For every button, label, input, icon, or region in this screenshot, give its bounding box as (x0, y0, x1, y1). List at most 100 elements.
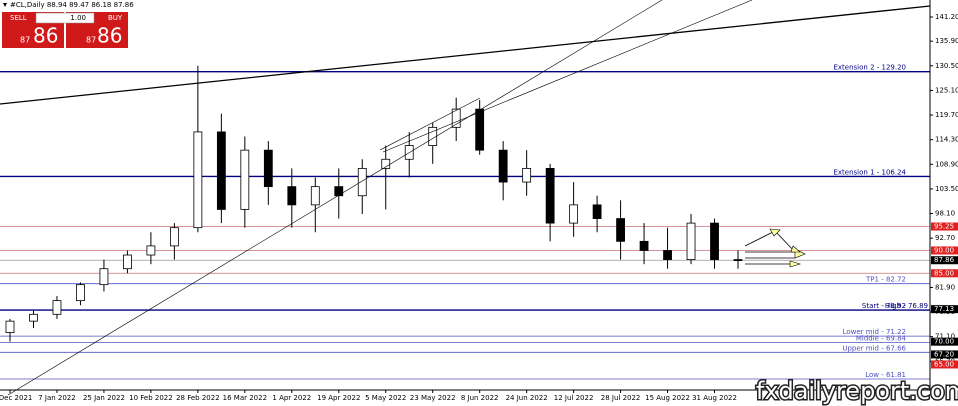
candle-body (545, 167, 555, 224)
candle-body (76, 284, 85, 302)
level-label: Extension 1 - 106.24 (833, 168, 906, 176)
channel-line (382, 0, 753, 153)
price-box (931, 350, 958, 359)
y-tick-label: 103.50 (935, 185, 958, 193)
y-tick-label: 71.10 (935, 333, 955, 341)
x-tick-label: 28 Jul 2022 (601, 394, 641, 402)
candle-body (569, 204, 579, 224)
candle-body (52, 300, 62, 315)
level-label: TP1 - 82.72 (865, 276, 906, 284)
x-tick-label: 31 Aug 2022 (692, 394, 737, 402)
candle-body (522, 167, 532, 183)
level-label: Start - 76.92 (862, 302, 906, 310)
symbol-line: #CL,Daily 88.94 89.47 86.18 87.86 (10, 1, 134, 9)
candle-body (5, 320, 15, 333)
y-tick-label: 98.10 (935, 210, 955, 218)
x-tick-label: 19 Apr 2022 (317, 394, 360, 402)
x-tick-label: 22 Dec 2021 (0, 394, 32, 402)
y-tick-label: 108.90 (935, 160, 958, 168)
candle-body (663, 250, 672, 260)
sell-price-small: 87 (20, 36, 30, 45)
price-box-label: 85.00 (934, 269, 954, 277)
sell-price-big: 86 (33, 24, 58, 48)
lot-value: 1.00 (70, 14, 86, 22)
candle-body (263, 149, 273, 188)
level-label: Middle - 69.84 (856, 334, 907, 342)
price-box-label: 65.00 (934, 360, 954, 368)
y-tick-label: 81.90 (935, 283, 955, 291)
buy-label: BUY (108, 14, 123, 22)
watermark: fxdailyreport.com (756, 377, 958, 405)
candle-body (592, 204, 602, 219)
level-label: Upper mid - 67.66 (842, 344, 906, 352)
candle-body (193, 131, 203, 229)
candle-body (216, 131, 226, 210)
candle-body (146, 245, 156, 256)
candle-body (381, 158, 391, 169)
price-box (931, 256, 958, 265)
price-box (931, 305, 958, 314)
x-tick-label: 12 Jul 2022 (554, 394, 594, 402)
candle-body (29, 313, 38, 322)
x-tick-label: 10 Feb 2022 (129, 394, 173, 402)
price-box-label: 87.86 (934, 256, 955, 264)
collapse-icon[interactable] (3, 3, 7, 7)
price-box-label: 90.00 (934, 246, 954, 254)
x-tick-label: 5 May 2022 (365, 394, 406, 402)
sell-label: SELL (10, 14, 27, 22)
candle-body (123, 254, 132, 270)
price-box (931, 360, 958, 369)
price-box (931, 246, 958, 255)
price-box-label: 70.00 (934, 338, 954, 346)
candle-body (169, 227, 179, 247)
x-tick-label: 1 Apr 2022 (272, 394, 311, 402)
candle-body (287, 186, 297, 206)
x-tick-label: 15 Aug 2022 (645, 394, 690, 402)
candle-body (733, 259, 743, 261)
x-tick-label: 7 Jan 2022 (38, 394, 76, 402)
price-box (931, 337, 958, 346)
candle-body (475, 108, 485, 151)
trendline (0, 5, 931, 105)
y-tick-label: 125.10 (935, 86, 958, 94)
lot-field[interactable] (35, 12, 95, 24)
price-box-label: 67.20 (934, 350, 954, 358)
price-box (931, 222, 958, 231)
y-tick-label: 130.50 (935, 62, 958, 70)
arrow-head (789, 260, 802, 268)
channel-line (379, 97, 481, 151)
candle-body (498, 149, 508, 183)
y-tick-label: 141.20 (935, 13, 958, 21)
candle-body (428, 126, 438, 146)
overlay: 141.20 135.90 130.50 125.10 119.70 114.30 108.… (0, 13, 958, 402)
x-tick-label: 8 Jun 2022 (461, 394, 499, 402)
buy-price-small: 87 (86, 36, 96, 45)
x-tick-label: 23 May 2022 (410, 394, 456, 402)
candle-body (334, 186, 344, 197)
price-box (931, 269, 958, 278)
x-tick-label: 16 Mar 2022 (223, 394, 267, 402)
arrow-head (769, 228, 781, 237)
y-tick-label: 135.90 (935, 37, 958, 45)
y-tick-label: 119.70 (935, 111, 958, 119)
level-label: High - 76.89 (885, 302, 928, 310)
candle-body (451, 108, 461, 128)
x-tick-label: 25 Jan 2022 (83, 394, 125, 402)
x-tick-label: 28 Feb 2022 (176, 394, 220, 402)
price-box-label: 77.13 (934, 305, 954, 313)
candle-body (710, 222, 719, 260)
price-box-label: 95.25 (934, 223, 954, 231)
candle-body (99, 268, 109, 286)
arrow (744, 230, 796, 253)
buy-price-big: 86 (97, 24, 122, 48)
plot-area: Extension 2 - 129.20 Extension 1 - 106.24… (0, 64, 930, 380)
level-label: Extension 2 - 129.20 (833, 64, 906, 72)
candle-body (310, 186, 320, 206)
candle-body (357, 167, 367, 197)
level-label: Lower mid - 71.22 (843, 328, 906, 336)
candle-body (686, 222, 696, 260)
candle-body (240, 149, 250, 210)
channel-line (7, 0, 663, 396)
